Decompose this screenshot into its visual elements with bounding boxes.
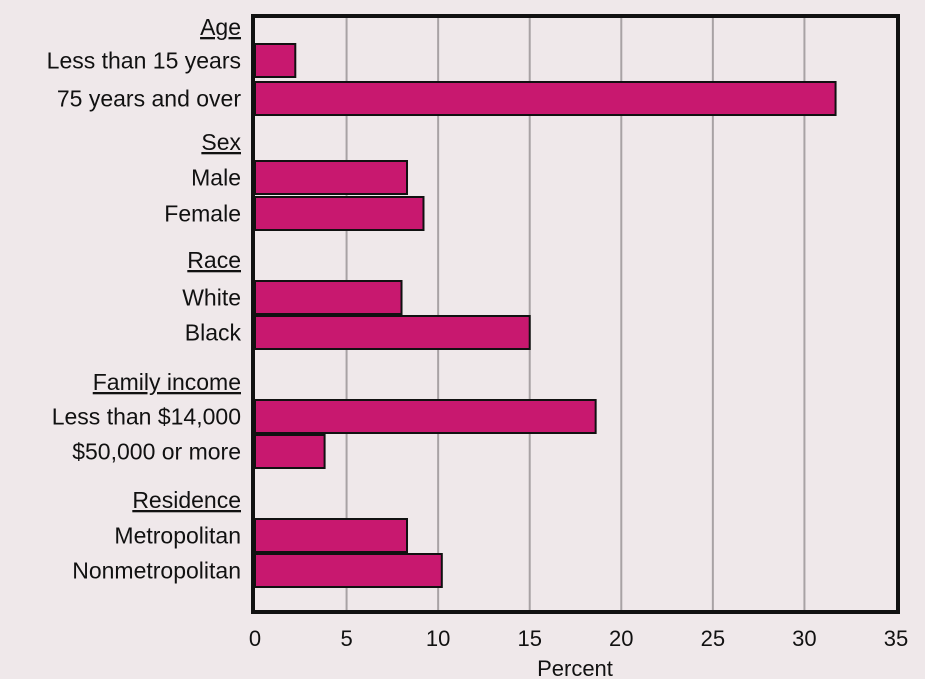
group-label: Age	[200, 14, 241, 40]
bars	[254, 43, 837, 588]
x-axis-title: Percent	[537, 656, 613, 679]
plot-frame	[251, 14, 900, 614]
bar	[254, 553, 443, 588]
x-tick-label: 0	[249, 626, 261, 651]
category-label: Metropolitan	[114, 523, 241, 549]
category-label: White	[182, 285, 241, 311]
category-label: Nonmetropolitan	[72, 558, 241, 584]
x-tick-label: 25	[701, 626, 725, 651]
category-label: Black	[185, 320, 242, 346]
x-tick-label: 30	[792, 626, 816, 651]
group-label: Family income	[93, 369, 241, 395]
category-label: $50,000 or more	[72, 439, 241, 465]
category-label: Male	[191, 165, 241, 191]
bar	[254, 280, 403, 315]
bar	[254, 434, 326, 469]
bar	[254, 196, 425, 231]
x-tick-labels: 0 5 10 15 20 25 30 35	[249, 626, 908, 651]
x-tick-label: 20	[609, 626, 633, 651]
x-tick-label: 5	[340, 626, 352, 651]
bar	[254, 81, 837, 116]
bar	[254, 518, 409, 553]
bar	[254, 160, 409, 195]
gridlines	[345, 18, 806, 610]
category-label: Female	[164, 201, 241, 227]
bar	[254, 43, 297, 78]
category-label: Less than 15 years	[47, 48, 241, 74]
group-label: Sex	[201, 129, 241, 155]
x-tick-label: 10	[426, 626, 450, 651]
x-tick-label: 35	[884, 626, 908, 651]
category-labels: Age Less than 15 years 75 years and over Se…	[47, 14, 242, 584]
category-label: 75 years and over	[57, 86, 241, 112]
group-label: Race	[187, 247, 241, 273]
bar	[254, 399, 597, 434]
bar	[254, 315, 531, 350]
category-label: Less than $14,000	[52, 404, 241, 430]
x-tick-label: 15	[517, 626, 541, 651]
group-label: Residence	[132, 487, 241, 513]
